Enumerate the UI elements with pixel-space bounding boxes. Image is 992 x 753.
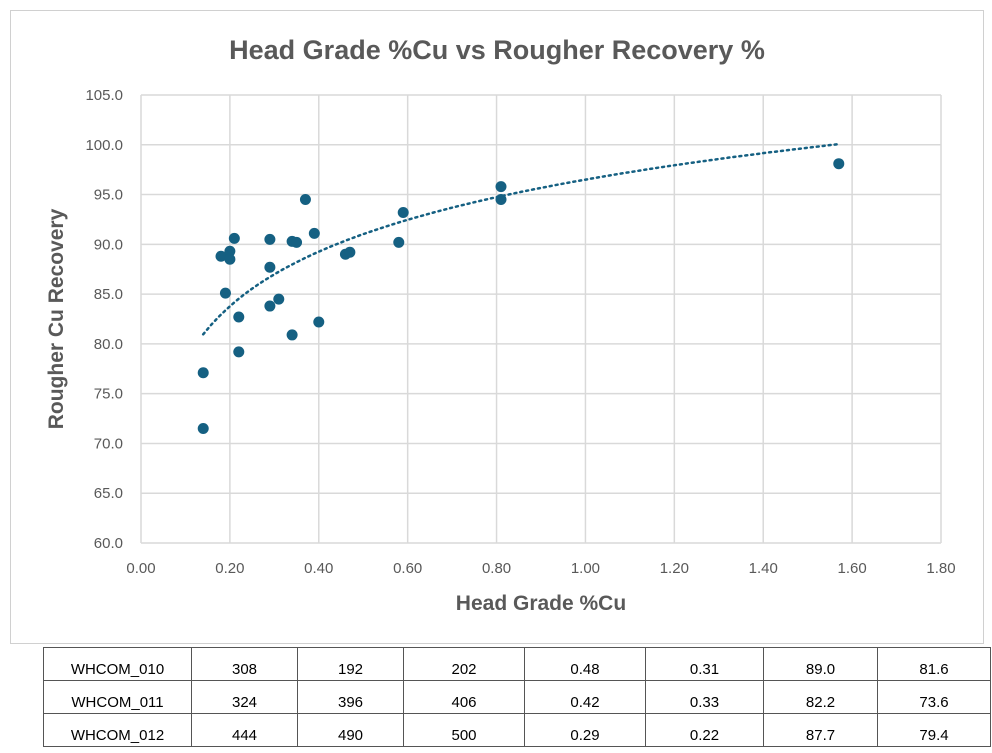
data-point <box>495 194 507 206</box>
table-cell: 396 <box>297 680 404 714</box>
x-tick-label: 1.40 <box>749 560 778 577</box>
data-point <box>264 233 276 245</box>
table-cell: 87.7 <box>763 713 878 747</box>
x-tick-label: 1.00 <box>571 560 600 577</box>
table-cell: 0.48 <box>524 647 646 681</box>
table-cell: 308 <box>191 647 298 681</box>
table-row: WHCOM_010 308 192 202 0.48 0.31 89.0 81.6 <box>43 647 991 681</box>
data-point <box>197 423 209 435</box>
table-row: WHCOM_011 324 396 406 0.42 0.33 82.2 73.6 <box>43 680 991 714</box>
data-point <box>299 194 311 206</box>
y-tick-label: 85.0 <box>94 286 123 303</box>
data-point <box>273 293 285 305</box>
table-row: WHCOM_012 444 490 500 0.29 0.22 87.7 79.4 <box>43 713 991 747</box>
y-tick-label: 105.0 <box>85 87 123 104</box>
data-point <box>215 250 227 262</box>
y-tick-label: 100.0 <box>85 137 123 154</box>
y-tick-label: 70.0 <box>94 435 123 452</box>
data-point <box>286 329 298 341</box>
table-cell: 490 <box>297 713 404 747</box>
x-tick-label: 1.20 <box>660 560 689 577</box>
x-axis-label: Head Grade %Cu <box>456 592 626 615</box>
data-point <box>264 300 276 312</box>
table-cell: 0.33 <box>645 680 764 714</box>
x-tick-label: 0.60 <box>393 560 422 577</box>
trendline <box>201 142 841 336</box>
table-cell: 192 <box>297 647 404 681</box>
table-cell: 0.29 <box>524 713 646 747</box>
data-point <box>224 245 236 257</box>
table-cell: 79.4 <box>877 713 991 747</box>
data-point <box>224 253 236 265</box>
table-cell: 81.6 <box>877 647 991 681</box>
table-cell: 0.31 <box>645 647 764 681</box>
table-cell: WHCOM_012 <box>43 713 192 747</box>
data-point <box>313 316 325 328</box>
table-cell: 0.42 <box>524 680 646 714</box>
scatter-chart: 60.0 65.0 70.0 75.0 80.0 85.0 90.0 95.0 100.0 105… <box>45 35 956 615</box>
table-cell: 444 <box>191 713 298 747</box>
data-point <box>393 236 405 248</box>
table-cell: 500 <box>403 713 525 747</box>
table-cell: 82.2 <box>763 680 878 714</box>
data-point <box>233 311 245 323</box>
table-cell: WHCOM_010 <box>43 647 192 681</box>
x-tick-label: 1.60 <box>838 560 867 577</box>
y-tick-label: 60.0 <box>94 535 123 552</box>
data-point <box>219 287 231 299</box>
data-point <box>197 367 209 379</box>
chart-frame: 60.0 65.0 70.0 75.0 80.0 85.0 90.0 95.0 100.0 105… <box>10 10 984 644</box>
y-tick-label: 95.0 <box>94 187 123 204</box>
table-cell: 324 <box>191 680 298 714</box>
data-point <box>233 346 245 358</box>
x-tick-label: 1.80 <box>926 560 955 577</box>
table-cell: 73.6 <box>877 680 991 714</box>
table-cell: 406 <box>403 680 525 714</box>
table-cell: 89.0 <box>763 647 878 681</box>
y-tick-label: 75.0 <box>94 386 123 403</box>
x-tick-label: 0.20 <box>215 560 244 577</box>
x-tick-label: 0.80 <box>482 560 511 577</box>
data-point <box>291 236 303 248</box>
data-point <box>228 232 240 244</box>
data-point <box>344 246 356 258</box>
data-point <box>264 261 276 273</box>
data-point <box>397 206 409 218</box>
data-point <box>308 227 320 239</box>
y-axis-label: Rougher Cu Recovery <box>45 208 68 429</box>
y-tick-label: 90.0 <box>94 236 123 253</box>
data-table: WHCOM_010 308 192 202 0.48 0.31 89.0 81.6 WHCOM_… <box>43 647 991 747</box>
x-tick-label: 0.00 <box>126 560 155 577</box>
data-point <box>833 158 845 170</box>
y-tick-label: 80.0 <box>94 336 123 353</box>
table-cell: 202 <box>403 647 525 681</box>
table-cell: 0.22 <box>645 713 764 747</box>
y-tick-label: 65.0 <box>94 485 123 502</box>
x-tick-label: 0.40 <box>304 560 333 577</box>
data-point <box>495 181 507 193</box>
chart-title: Head Grade %Cu vs Rougher Recovery % <box>229 35 765 65</box>
table-cell: WHCOM_011 <box>43 680 192 714</box>
